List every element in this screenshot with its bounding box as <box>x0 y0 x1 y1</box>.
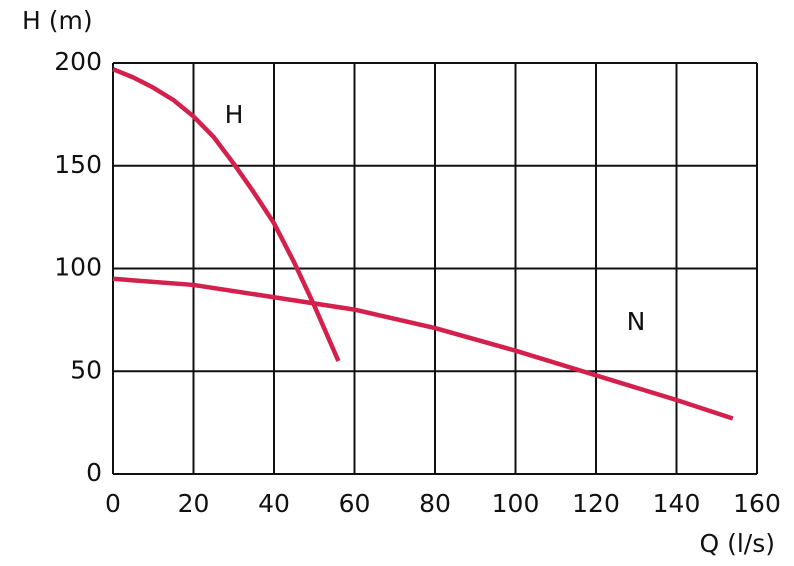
curve-label: H <box>225 100 244 129</box>
curve <box>112 276 734 421</box>
x-tick-label: 120 <box>572 489 620 518</box>
x-tick-label: 160 <box>733 489 781 518</box>
x-tick-label: 0 <box>105 489 121 518</box>
y-tick-label: 0 <box>86 458 102 487</box>
y-axis-label: H (m) <box>22 6 93 35</box>
curve-label: N <box>627 307 646 336</box>
y-tick-label: 50 <box>70 355 102 384</box>
x-tick-label: 140 <box>653 489 701 518</box>
y-tick-label: 100 <box>54 253 102 282</box>
x-tick-label: 20 <box>178 489 210 518</box>
x-tick-label: 60 <box>339 489 371 518</box>
curve <box>112 67 341 362</box>
x-tick-label: 40 <box>258 489 290 518</box>
x-tick-label: 100 <box>492 489 540 518</box>
x-tick-label: 80 <box>419 489 451 518</box>
x-axis-label: Q (l/s) <box>699 529 775 558</box>
y-tick-label: 150 <box>54 150 102 179</box>
y-tick-label: 200 <box>54 47 102 76</box>
